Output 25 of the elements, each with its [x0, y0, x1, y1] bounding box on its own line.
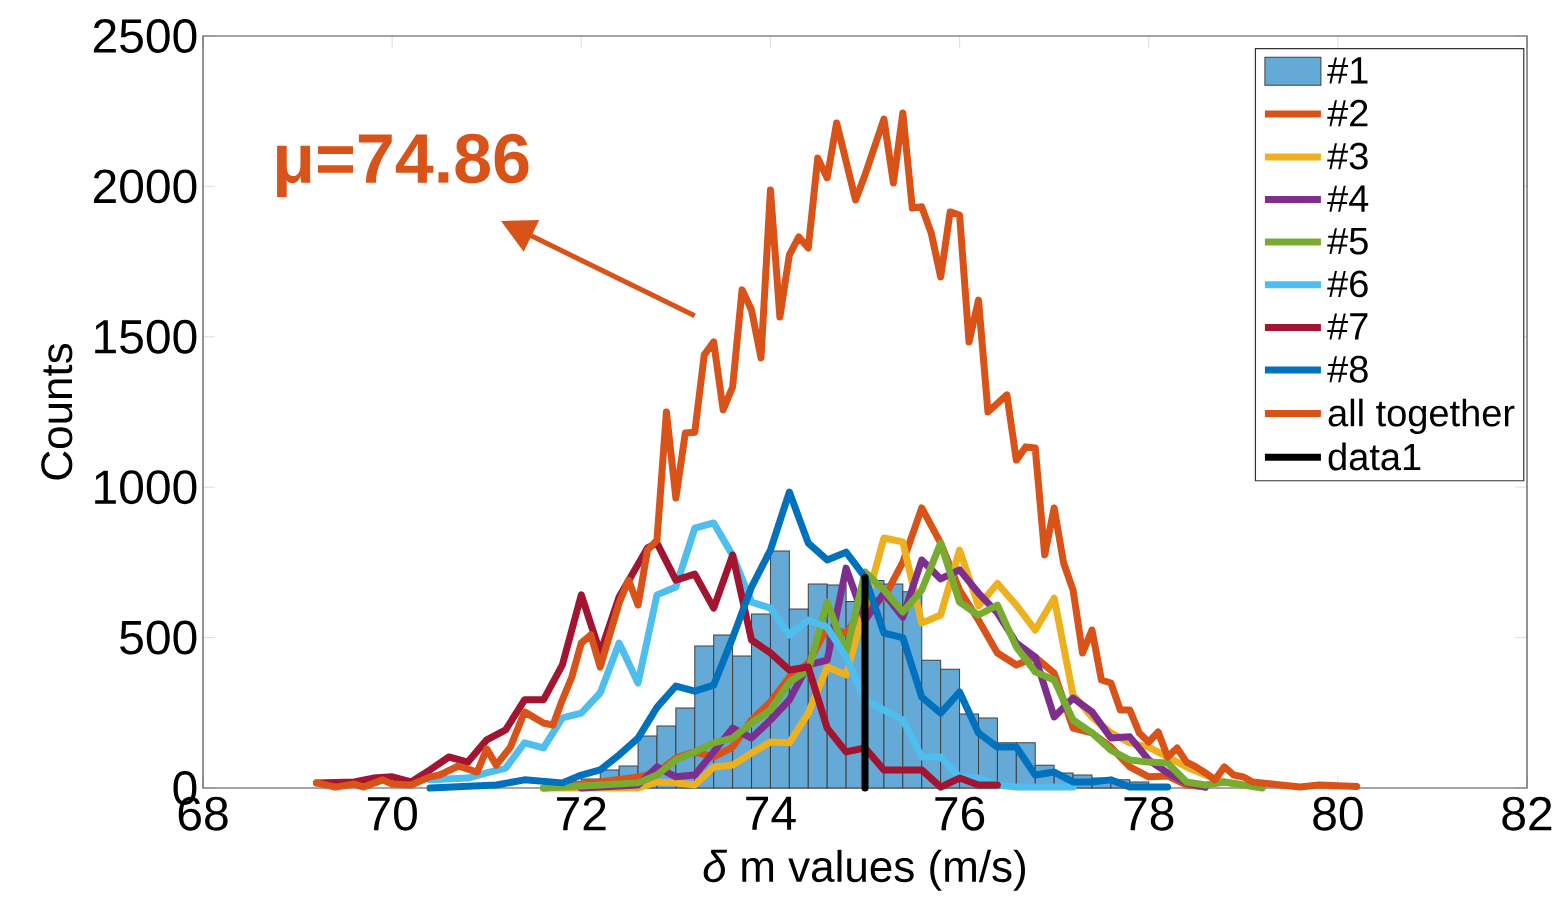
- x-tick-label: 74: [746, 796, 796, 830]
- legend-label: #7: [1327, 313, 1368, 340]
- y-tick-label: 1500: [95, 319, 197, 354]
- legend-label: #2: [1327, 99, 1368, 127]
- y-axis-title: Counts: [41, 343, 73, 480]
- x-tick-label: 82: [1502, 796, 1552, 831]
- y-tick-label: 2500: [93, 19, 197, 53]
- x-tick-label: 80: [1313, 796, 1363, 831]
- x-tick-label: 76: [935, 796, 985, 831]
- x-tick-label: 78: [1124, 796, 1174, 831]
- y-tick-label: 500: [120, 620, 197, 655]
- legend-label: #3: [1327, 142, 1368, 170]
- y-tick-label: 2000: [93, 169, 197, 204]
- legend-label: #4: [1327, 185, 1369, 212]
- legend-label: #6: [1327, 270, 1368, 298]
- annotation: μ=74.86: [277, 133, 529, 197]
- legend-label: #1: [1327, 57, 1368, 84]
- y-tick-label: 1000: [95, 470, 197, 505]
- x-axis-title: δ m values (m/s): [703, 849, 1025, 891]
- legend-label: data1: [1328, 442, 1421, 471]
- x-tick-label: 72: [557, 796, 606, 831]
- legend-label: #5: [1327, 227, 1368, 255]
- legend-label: all together: [1328, 398, 1515, 435]
- x-tick-label: 70: [367, 796, 417, 831]
- legend-label: #8: [1327, 355, 1368, 383]
